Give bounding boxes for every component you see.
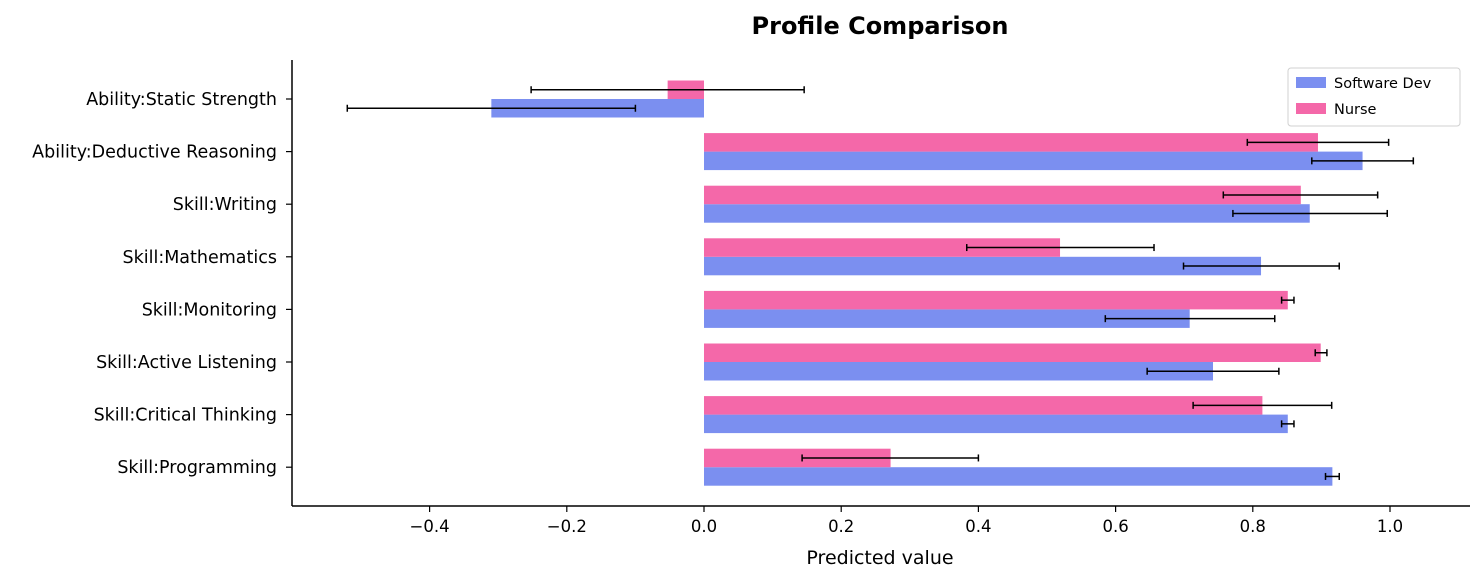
legend-label-nurse: Nurse	[1334, 102, 1377, 118]
error-bar-software-dev-0	[346, 104, 637, 112]
error-bar-nurse-3	[965, 244, 1155, 252]
bar-software-dev-3	[704, 256, 1262, 276]
y-tick-label: Skill:Programming	[117, 458, 277, 478]
error-bar-nurse-1	[1246, 138, 1390, 146]
bar-software-dev-4	[704, 309, 1190, 328]
legend-frame	[1287, 67, 1461, 127]
y-tick-label: Skill:Mathematics	[122, 248, 277, 268]
bar-nurse-3	[704, 238, 1061, 257]
x-tick-label: 0.0	[691, 517, 717, 536]
bar-nurse-2	[704, 185, 1301, 205]
bar-nurse-7	[704, 448, 891, 468]
error-bar-nurse-0	[530, 86, 805, 94]
x-axis-label: Predicted value	[806, 547, 953, 569]
y-tick-label: Skill:Active Listening	[96, 353, 277, 373]
error-bar-software-dev-7	[1324, 472, 1340, 480]
y-tick-label: Skill:Writing	[173, 195, 277, 215]
error-bar-software-dev-1	[1311, 157, 1415, 165]
x-tick-label: 1.0	[1377, 517, 1403, 536]
bar-nurse-6	[704, 396, 1263, 415]
error-bar-software-dev-5	[1146, 367, 1280, 375]
bar-software-dev-7	[704, 467, 1333, 486]
x-tick-label: −0.4	[410, 517, 450, 536]
error-bar-nurse-6	[1192, 401, 1333, 409]
bar-nurse-4	[704, 290, 1288, 310]
bar-software-dev-1	[704, 151, 1363, 171]
x-tick-label: −0.2	[547, 517, 587, 536]
bar-software-dev-2	[704, 204, 1310, 223]
error-bar-nurse-2	[1222, 191, 1379, 199]
bar-nurse-1	[704, 133, 1318, 152]
y-tick-label: Skill:Critical Thinking	[94, 406, 277, 426]
legend: Software Dev Nurse	[1287, 67, 1461, 127]
bar-software-dev-6	[704, 414, 1288, 434]
y-tick-label: Ability:Deductive Reasoning	[32, 143, 277, 163]
x-tick-label: 0.2	[828, 517, 854, 536]
bar-software-dev-5	[704, 362, 1214, 381]
error-bar-software-dev-6	[1280, 420, 1295, 428]
x-tick-label: 0.4	[965, 517, 991, 536]
y-tick-label: Skill:Monitoring	[142, 300, 277, 320]
y-tick-label: Ability:Static Strength	[86, 90, 277, 110]
bar-nurse-5	[704, 343, 1321, 362]
legend-swatch-software-dev	[1296, 77, 1326, 88]
bars-group	[491, 80, 1363, 486]
error-bar-nurse-7	[801, 454, 980, 462]
error-bar-software-dev-4	[1104, 315, 1276, 323]
legend-label-software-dev: Software Dev	[1334, 76, 1432, 92]
error-bar-nurse-5	[1314, 349, 1328, 357]
error-bar-software-dev-3	[1182, 262, 1340, 270]
error-bar-software-dev-2	[1232, 209, 1389, 217]
axes-group: Ability:Static Strength Ability:Deductive…	[32, 60, 1470, 536]
error-bars-group	[346, 86, 1415, 480]
error-bar-nurse-4	[1280, 296, 1295, 304]
x-tick-label: 0.6	[1102, 517, 1128, 536]
legend-swatch-nurse	[1296, 103, 1326, 114]
x-tick-label: 0.8	[1240, 517, 1266, 536]
chart-title: Profile Comparison	[752, 12, 1009, 40]
